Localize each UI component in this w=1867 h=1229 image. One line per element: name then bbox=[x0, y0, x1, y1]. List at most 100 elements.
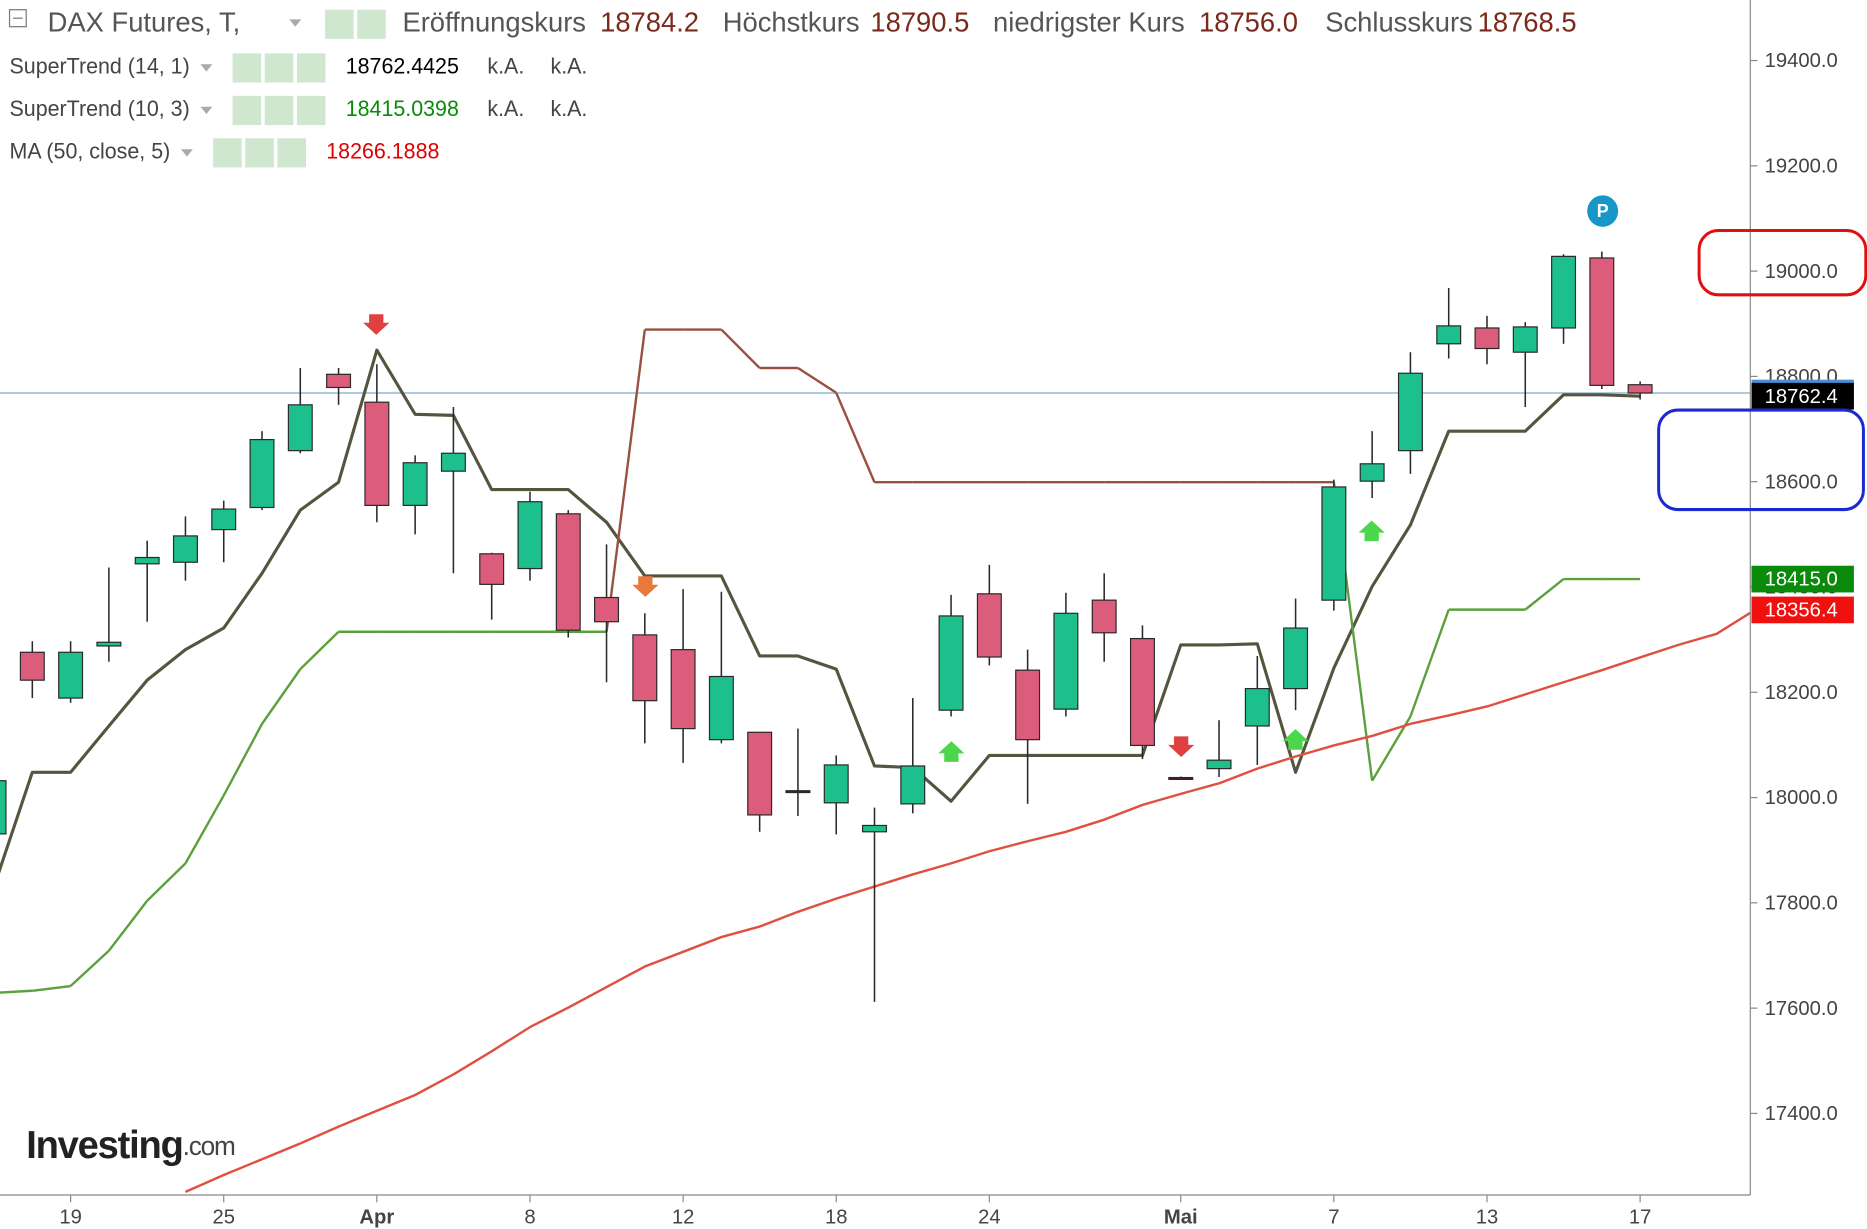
legend-remove[interactable] bbox=[296, 53, 326, 83]
legend-name: MA (50, close, 5) bbox=[10, 138, 171, 163]
indicator-line bbox=[1409, 609, 1450, 717]
y-tick-label: 17600.0 bbox=[1765, 998, 1838, 1020]
sell-signal bbox=[632, 576, 659, 597]
candle-body bbox=[211, 508, 237, 531]
x-tick-label: 12 bbox=[672, 1206, 695, 1228]
y-tick-label: 19200.0 bbox=[1765, 155, 1838, 177]
header-label: niedrigster Kurs bbox=[993, 6, 1185, 37]
legend-extra: k.A. bbox=[487, 96, 524, 121]
x-tick-label: 8 bbox=[524, 1206, 535, 1228]
x-tick-label: 18 bbox=[825, 1206, 848, 1228]
y-tick-label: 18000.0 bbox=[1765, 787, 1838, 809]
sell-signal bbox=[1168, 736, 1195, 758]
legend-dropdown[interactable] bbox=[200, 106, 213, 115]
indicator-line bbox=[835, 392, 876, 483]
candle-body bbox=[326, 373, 352, 389]
price-badge-label: 18356.4 bbox=[1765, 599, 1838, 621]
candle-body bbox=[670, 649, 696, 730]
x-tick-label: 24 bbox=[978, 1206, 1001, 1228]
legend-extra: k.A. bbox=[550, 96, 587, 121]
indicator-line bbox=[797, 366, 837, 394]
header-value: 18784.2 bbox=[600, 6, 699, 37]
candle-body bbox=[440, 452, 466, 472]
y-tick-label: 18600.0 bbox=[1765, 471, 1838, 493]
x-tick-label: 19 bbox=[59, 1206, 82, 1228]
plot-area bbox=[0, 251, 1751, 1193]
candle-body bbox=[594, 596, 620, 623]
indicator-line bbox=[184, 794, 225, 864]
dropdown[interactable] bbox=[289, 19, 302, 27]
candle-body bbox=[1436, 325, 1462, 345]
indicator-line bbox=[0, 989, 33, 994]
candle-body bbox=[1091, 599, 1117, 634]
indicator-line bbox=[299, 630, 340, 670]
indicator-line bbox=[1524, 578, 1565, 611]
header-value: 18790.5 bbox=[870, 6, 969, 37]
legend-visibility[interactable] bbox=[213, 138, 242, 168]
y-tick-label: 19000.0 bbox=[1765, 261, 1838, 283]
visibility-icon[interactable] bbox=[325, 9, 354, 39]
legend-name: SuperTrend (14, 1) bbox=[10, 54, 190, 79]
indicator-line bbox=[0, 348, 1641, 874]
x-tick-label: 17 bbox=[1629, 1206, 1652, 1228]
candle-body bbox=[555, 513, 581, 631]
candle-body bbox=[1589, 257, 1615, 386]
legend-value: 18415.0398 bbox=[346, 96, 459, 121]
legend-remove[interactable] bbox=[277, 138, 307, 168]
legend-value: 18762.4425 bbox=[346, 54, 459, 79]
price-badge-label: 18415.0 bbox=[1765, 569, 1838, 591]
candle-body bbox=[1283, 627, 1309, 690]
candle-body bbox=[1321, 486, 1347, 601]
logo: Investing.com bbox=[26, 1124, 235, 1167]
candle-body bbox=[1397, 372, 1423, 452]
candle-body bbox=[1474, 327, 1500, 350]
legend-visibility[interactable] bbox=[232, 95, 262, 125]
legend-dropdown[interactable] bbox=[180, 149, 193, 157]
candle-body bbox=[172, 535, 198, 563]
buy-signal bbox=[1358, 520, 1385, 542]
y-tick-label: 17800.0 bbox=[1765, 892, 1838, 914]
legend-settings[interactable] bbox=[264, 95, 294, 125]
candle-body bbox=[1129, 637, 1155, 747]
axis-layer: 17400.017600.017800.018000.018200.018400… bbox=[59, 50, 1854, 1229]
indicator-line bbox=[261, 668, 302, 725]
candle-body bbox=[1168, 776, 1194, 780]
collapse-toggle[interactable] bbox=[8, 9, 27, 28]
candle-body bbox=[1015, 669, 1041, 741]
y-tick-label: 17400.0 bbox=[1765, 1103, 1838, 1125]
legend-settings[interactable] bbox=[245, 138, 274, 168]
legend-dropdown[interactable] bbox=[200, 64, 213, 72]
candle-body bbox=[900, 765, 926, 805]
legend-settings[interactable] bbox=[264, 53, 294, 83]
indicator-line bbox=[720, 328, 761, 369]
price-badge-label: 18762.4 bbox=[1765, 386, 1838, 408]
y-tick-label: 19400.0 bbox=[1765, 50, 1838, 72]
logo-suffix: .com bbox=[183, 1131, 235, 1161]
x-tick-label: 7 bbox=[1328, 1206, 1339, 1228]
candle-body bbox=[976, 593, 1002, 658]
candle-body bbox=[58, 651, 84, 699]
legend-remove[interactable] bbox=[296, 95, 326, 125]
sell-signal bbox=[363, 314, 390, 335]
settings-icon[interactable] bbox=[357, 9, 386, 39]
candle-body bbox=[708, 675, 734, 741]
candle-body bbox=[249, 438, 275, 509]
legend-name: SuperTrend (10, 3) bbox=[10, 96, 190, 121]
indicator-line bbox=[107, 900, 149, 952]
highlight-ellipse bbox=[1697, 229, 1867, 297]
candle-body bbox=[861, 824, 888, 833]
candle-body bbox=[96, 641, 122, 647]
buy-signal bbox=[938, 741, 965, 762]
indicator-line bbox=[184, 611, 1751, 1193]
header-label: Eröffnungskurs bbox=[402, 6, 586, 37]
candle-body bbox=[747, 731, 773, 816]
legend-visibility[interactable] bbox=[232, 53, 262, 83]
buy-signal bbox=[1282, 729, 1309, 750]
pivot-marker[interactable] bbox=[1587, 195, 1619, 227]
candle-body bbox=[0, 780, 7, 835]
candle-body bbox=[938, 615, 964, 711]
logo-text: Investing bbox=[26, 1124, 182, 1167]
candle-body bbox=[1627, 384, 1653, 394]
